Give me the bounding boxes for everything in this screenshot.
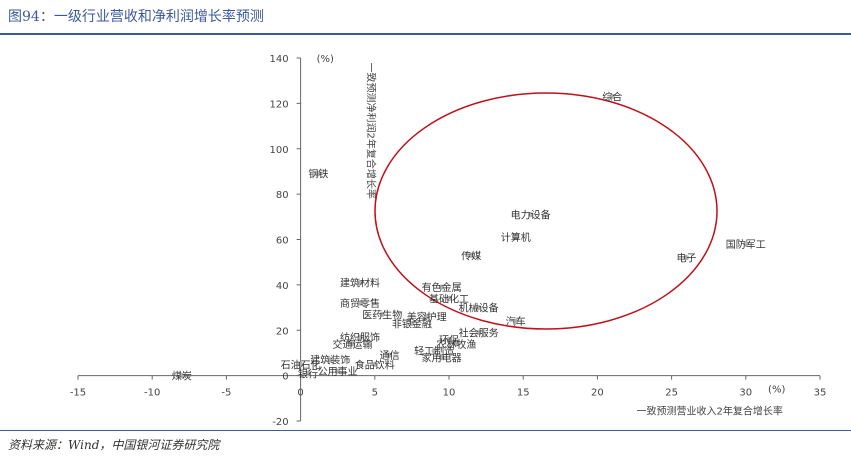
y-tick-label: 0 (282, 372, 288, 383)
x-axis-title: 一致预测营业收入2年复合增长率 (637, 405, 783, 418)
point-label: 国防军工 (726, 238, 766, 251)
x-tick-label: 10 (443, 388, 456, 399)
axes: -15 -10 -5 0 5 10 15 20 25 30 35 -20 0 20 40 60 80 100 120… (70, 54, 827, 428)
data-point (179, 373, 185, 379)
point-label: 商贸零售 (340, 297, 380, 310)
y-tick-label: 140 (270, 54, 289, 65)
point-label: 石油石化 (281, 358, 321, 371)
x-unit-label: (%) (768, 385, 785, 396)
data-point (387, 352, 393, 358)
y-tick-label: 60 (276, 236, 289, 247)
point-label: 有色金属 (422, 281, 462, 294)
point-label: 通信 (380, 350, 400, 362)
point-label: 汽车 (506, 315, 526, 328)
data-point (528, 211, 534, 218)
x-tick-label: 0 (297, 388, 303, 399)
data-point (327, 357, 333, 363)
point-label: 美容护理 (407, 311, 447, 324)
point-label: 公用事业 (318, 365, 358, 378)
data-point (335, 368, 341, 374)
y-axis-title: 一致预测净利润2年复合增长率 (365, 63, 378, 199)
point-label: 基础化工 (429, 292, 469, 305)
data-point (468, 252, 474, 258)
point-label: 电子 (676, 252, 696, 265)
point-label: 交通运输 (333, 338, 373, 351)
data-point (513, 234, 519, 240)
point-label: 建筑材料 (340, 277, 380, 290)
data-point (409, 320, 415, 327)
data-point (683, 255, 690, 261)
point-label: 计算机 (501, 231, 531, 244)
data-point (476, 304, 482, 311)
point-label: 农林牧渔 (436, 338, 476, 351)
data-point (424, 314, 430, 320)
y-tick-label: -20 (272, 417, 288, 428)
data-point (446, 295, 452, 302)
y-tick-label: 20 (276, 326, 289, 337)
footer-rule (0, 430, 851, 431)
annotation-layer (374, 92, 718, 330)
header-rule (0, 33, 851, 35)
point-label: 纺织服饰 (340, 331, 380, 344)
x-tick-label: 30 (739, 388, 752, 399)
x-tick-label: 15 (517, 388, 530, 399)
point-label: 银行 (298, 367, 318, 380)
data-point (446, 336, 452, 342)
point-label: 家用电器 (422, 351, 462, 364)
figure-title: 图94：一级行业营收和净利润增长率预测 (8, 9, 264, 25)
y-tick-label: 100 (270, 145, 289, 156)
y-tick-label: 120 (270, 99, 289, 110)
point-label: 机械设备 (459, 302, 499, 315)
point-label: 电力设备 (511, 209, 551, 222)
point-label: 煤炭 (172, 370, 192, 383)
point-label: 传媒 (461, 250, 481, 262)
point-label: 综合 (602, 91, 622, 104)
y-unit-label: (%) (317, 54, 334, 65)
x-tick-label: 25 (665, 388, 678, 399)
x-tick-label: 20 (591, 388, 604, 399)
point-label: 医药生物 (362, 308, 402, 321)
x-tick-label: -10 (144, 388, 160, 399)
data-point (357, 280, 363, 286)
data-point (349, 341, 356, 347)
x-tick-label: -5 (221, 388, 231, 399)
data-point (357, 300, 363, 306)
data-point (431, 348, 437, 354)
point-label: 食品饮料 (355, 358, 395, 371)
data-point (438, 284, 445, 290)
x-tick-label: 35 (814, 388, 827, 399)
point-label: 建筑装饰 (310, 354, 350, 367)
data-point (609, 93, 615, 100)
highlight-ellipse (374, 92, 718, 330)
x-tick-label: 5 (372, 388, 378, 399)
data-point (305, 370, 311, 376)
data-point (476, 329, 482, 336)
point-label: 社会服务 (459, 327, 499, 340)
y-tick-label: 80 (276, 190, 289, 201)
scatter-chart: -15 -10 -5 0 5 10 15 20 25 30 35 -20 0 20 40 60 80 100 120… (70, 54, 827, 428)
data-point (315, 171, 322, 177)
x-tick-label: -15 (70, 388, 86, 399)
data-point (513, 318, 519, 324)
data-point (438, 354, 445, 361)
point-label: 钢铁 (308, 168, 328, 181)
data-point (298, 361, 304, 367)
data-point (743, 241, 749, 247)
data-point (372, 361, 378, 367)
point-label: 轻工制造 (414, 345, 454, 358)
point-label: 非银金融 (392, 317, 432, 330)
data-point (357, 334, 363, 340)
source-note: 资料来源：Wind，中国银河证券研究院 (8, 438, 220, 452)
data-point (379, 311, 385, 317)
data-point (453, 341, 460, 347)
y-tick-label: 40 (276, 281, 289, 292)
